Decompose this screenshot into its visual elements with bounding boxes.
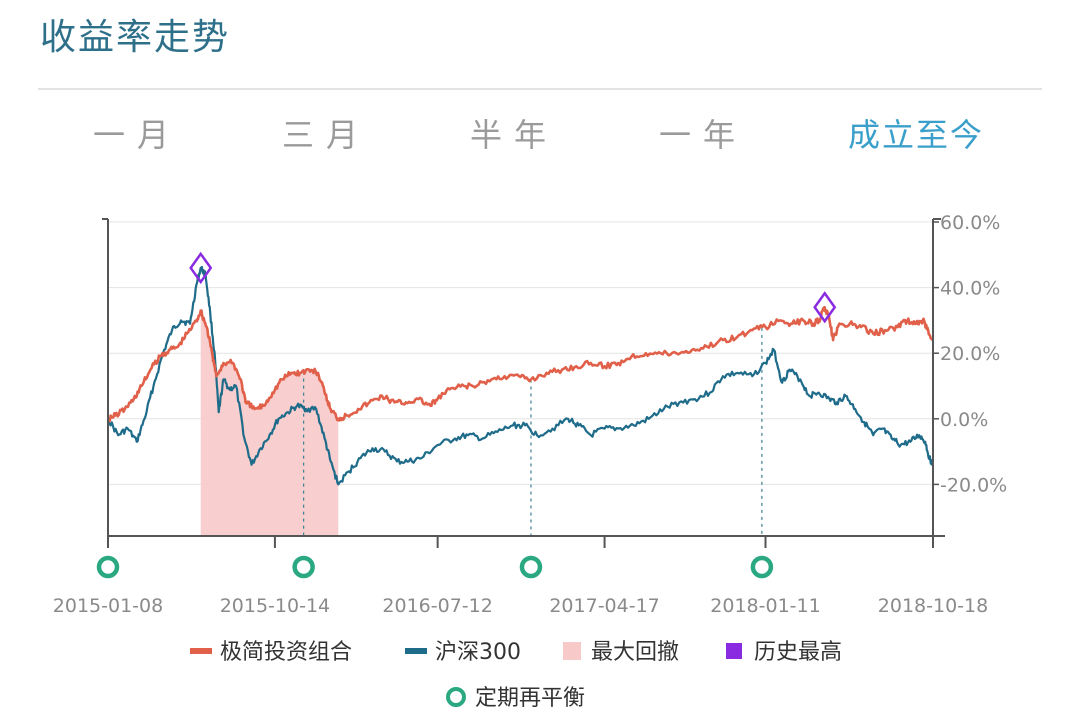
historical-high-marker-1: [813, 291, 837, 324]
x-tick-label-0: 2015-01-08: [53, 595, 163, 617]
legend-swatch-rebalance_marker: [446, 687, 466, 707]
legend-swatch-drawdown: [563, 642, 581, 660]
tab-one-year[interactable]: 一年: [659, 116, 748, 154]
series-line-index: [106, 265, 934, 486]
tab-half-year[interactable]: 半年: [470, 116, 559, 154]
max-drawdown-band: [200, 310, 339, 536]
tab-since-inception[interactable]: 成立至今: [848, 116, 985, 154]
y-tick-label-4: -20.0%: [940, 474, 1007, 496]
historical-high-markers: [189, 251, 837, 324]
x-tick-label-5: 2018-10-18: [878, 595, 988, 617]
legend-label-index: 沪深300: [435, 640, 521, 665]
page-title: 收益率走势: [40, 17, 231, 58]
legend-swatch-portfolio: [190, 648, 212, 654]
header-divider: [38, 88, 1042, 90]
x-tick-labels: 2015-01-08 2015-10-14 2016-07-12 2017-04-17…: [53, 595, 988, 617]
rebalance-marker-3: [750, 555, 774, 579]
y-tick-label-3: 0.0%: [940, 409, 988, 431]
x-tick-label-1: 2015-10-14: [220, 595, 330, 617]
x-tick-label-4: 2018-01-11: [710, 595, 820, 617]
x-tick-label-2: 2016-07-12: [382, 595, 492, 617]
legend-swatch-peak_marker: [726, 643, 742, 659]
y-tick-label-2: 20.0%: [940, 343, 1000, 365]
rebalance-marker-2: [519, 555, 543, 579]
rebalance-markers: [96, 555, 774, 579]
rebalance-marker-0: [96, 555, 120, 579]
historical-high-marker-0: [189, 251, 213, 285]
axes: [102, 218, 945, 548]
tab-three-months[interactable]: 三月: [282, 116, 371, 154]
y-tick-label-0: 60.0%: [940, 212, 1000, 234]
legend-label-rebalance_marker: 定期再平衡: [475, 686, 585, 711]
tab-one-month[interactable]: 一月: [93, 116, 182, 154]
legend-label-portfolio: 极简投资组合: [220, 640, 352, 665]
legend-label-drawdown: 最大回撤: [591, 640, 679, 665]
legend-swatch-index: [405, 648, 427, 654]
x-tick-label-3: 2017-04-17: [549, 595, 659, 617]
series-line-portfolio: [106, 306, 935, 423]
legend-label-peak_marker: 历史最高: [754, 640, 842, 665]
range-tabs: 一月 三月 半年 一年 成立至今: [0, 110, 1080, 160]
series-lines: [106, 265, 935, 486]
y-tick-label-1: 40.0%: [940, 278, 1000, 300]
rebalance-marker-1: [292, 555, 315, 579]
max-drawdown-area: [200, 310, 339, 536]
y-tick-labels: 60.0% 40.0% 20.0% 0.0% -20.0%: [940, 212, 1007, 496]
